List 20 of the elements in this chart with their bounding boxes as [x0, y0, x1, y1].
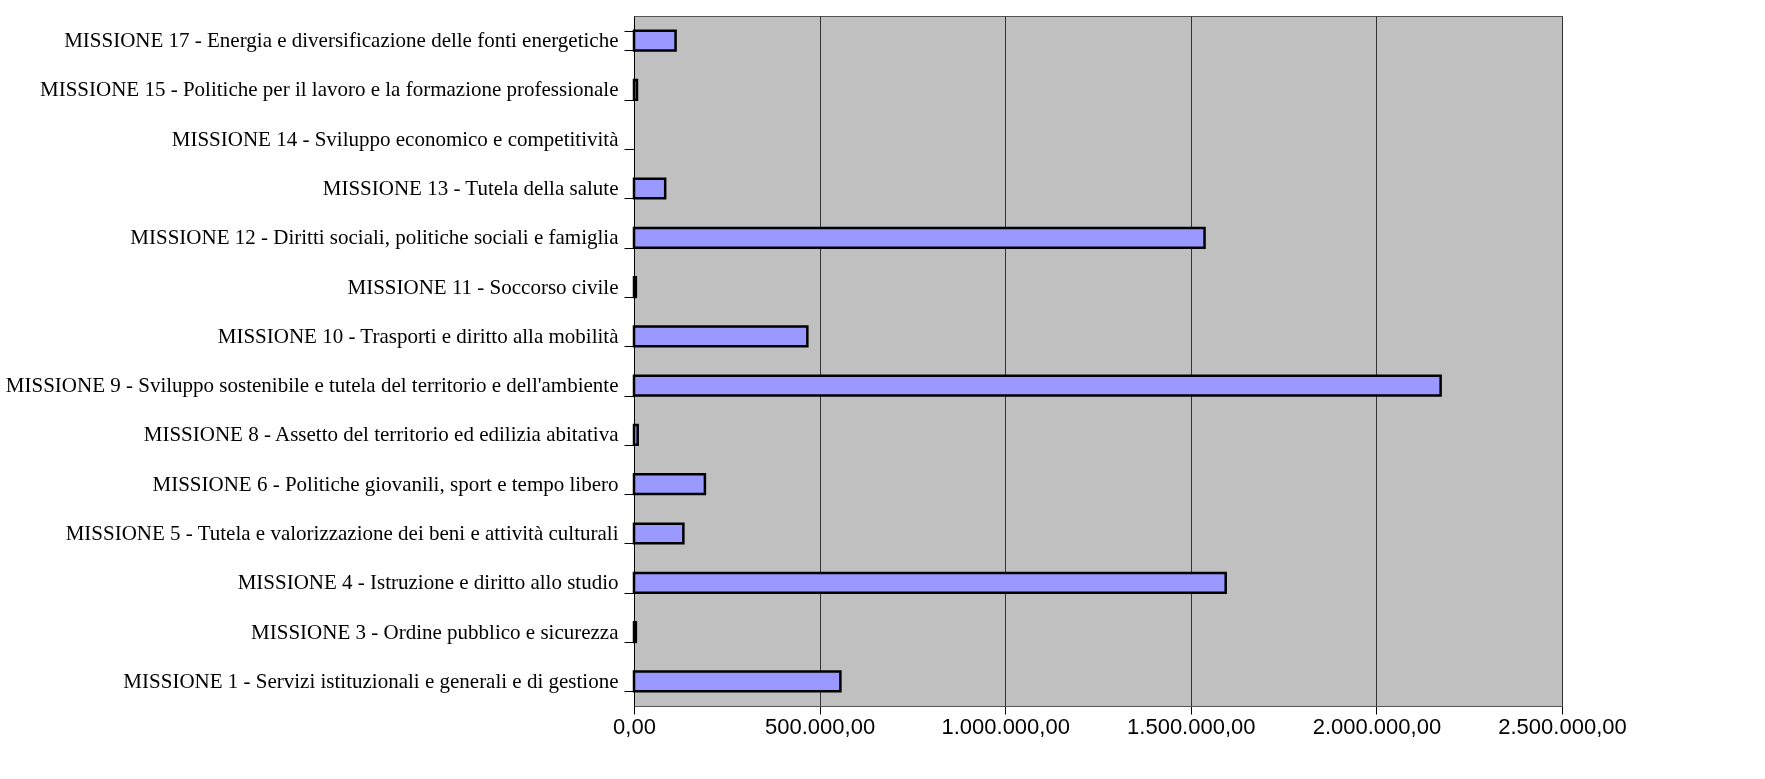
- y-tick-label: MISSIONE 10 - Trasporti e diritto alla mobilità: [217, 323, 620, 348]
- x-tick-label: 2.500.000,00: [1498, 713, 1627, 739]
- y-tick-label: MISSIONE 5 - Tutela e valorizzazione dei beni e attività culturali: [65, 521, 619, 545]
- y-tick-label: MISSIONE 1 - Servizi istituzionali e generali e di gestione: [123, 668, 619, 693]
- y-tick-label: MISSIONE 13 - Tutela della salute: [322, 176, 619, 200]
- y-tick-label: MISSIONE 17 - Energia e diversificazione delle fonti energetiche: [64, 28, 619, 53]
- y-tick-label: MISSIONE 3 - Ordine pubblico e sicurezza: [251, 619, 620, 644]
- x-tick-label: 1.000.000,00: [941, 713, 1070, 739]
- x-tick-label: 2.000.000,00: [1312, 713, 1442, 739]
- y-tick-label: MISSIONE 8 - Assetto del territorio ed edilizia abitativa: [143, 422, 620, 447]
- y-tick-label: MISSIONE 12 - Diritti sociali, politiche sociali e famiglia: [130, 225, 620, 250]
- x-tick-label: 0,00: [613, 713, 656, 739]
- y-tick-label: MISSIONE 9 - Sviluppo sostenibile e tutela del territorio e dell'ambiente: [5, 373, 619, 398]
- y-tick-label: MISSIONE 11 - Soccorso civile: [347, 274, 619, 299]
- y-tick-label: MISSIONE 6 - Politiche giovanili, sport e tempo libero: [152, 471, 619, 496]
- y-tick-label: MISSIONE 4 - Istruzione e diritto allo studio: [237, 570, 619, 595]
- y-tick-label: MISSIONE 14 - Sviluppo economico e competitività: [171, 126, 620, 151]
- x-tick-label: 500.000,00: [765, 713, 876, 739]
- x-tick-label: 1.500.000,00: [1127, 713, 1256, 739]
- y-tick-label: MISSIONE 15 - Politiche per il lavoro e la formazione professionale: [39, 77, 619, 102]
